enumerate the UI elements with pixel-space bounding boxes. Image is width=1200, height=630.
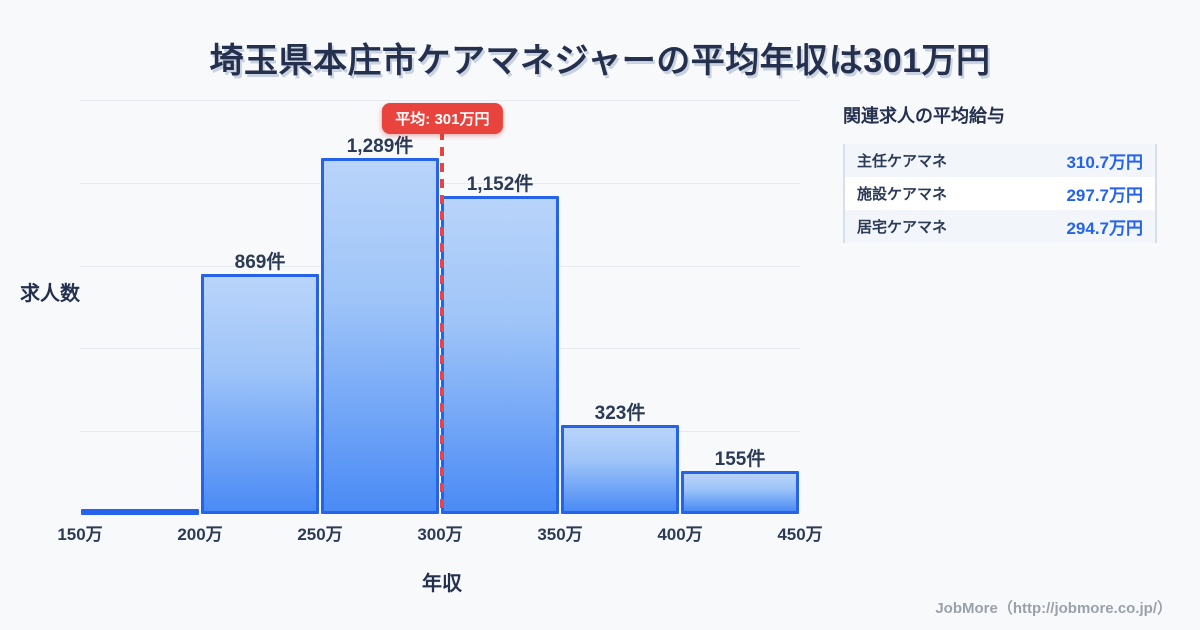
gridline [80,182,800,184]
gridline [80,100,800,101]
bar-count-label: 1,289件 [346,136,414,157]
x-tick-450万: 450万 [777,525,823,544]
bar-150万-200万 [81,509,199,515]
average-line [440,131,445,514]
page-title: 埼玉県本庄市ケアマネジャーの平均年収は301万円 [209,42,991,80]
related-job-row: 主任ケアマネ 310.7万円 [845,144,1155,177]
x-tick-300万: 300万 [417,525,463,544]
related-job-value: 310.7万円 [1066,153,1143,172]
related-job-label: 主任ケアマネ [857,153,948,170]
related-job-value: 297.7万円 [1066,186,1143,205]
bar-count-label: 155件 [714,449,766,470]
x-tick-150万: 150万 [57,525,103,544]
bar-350万-400万 [561,425,679,514]
bar-count-label: 1,152件 [466,174,534,195]
related-job-value: 294.7万円 [1066,219,1143,238]
related-jobs-table: 主任ケアマネ 310.7万円施設ケアマネ 297.7万円居宅ケアマネ 294.7万円 [843,144,1157,243]
bar-count-label: 323件 [594,403,646,424]
x-tick-400万: 400万 [657,525,703,544]
x-tick-350万: 350万 [537,525,583,544]
related-job-row: 居宅ケアマネ 294.7万円 [845,210,1155,243]
gridline [80,348,800,350]
bar-250万-300万 [321,158,439,514]
bar-200万-250万 [201,274,319,514]
related-job-row: 施設ケアマネ 297.7万円 [845,177,1155,210]
footer-credit: JobMore（http://jobmore.co.jp/） [935,600,1172,617]
related-job-label: 施設ケアマネ [857,186,948,203]
y-axis-label: 求人数 [20,283,80,305]
bar-300万-350万 [441,196,559,514]
x-tick-200万: 200万 [177,525,223,544]
related-job-label: 居宅ケアマネ [857,219,948,236]
gridline [80,431,800,433]
bar-count-label: 869件 [234,252,286,273]
x-axis-label: 年収 [422,573,462,595]
gridline [80,265,800,267]
x-tick-250万: 250万 [297,525,343,544]
bar-400万-450万 [681,471,799,514]
average-badge: 平均: 301万円 [382,103,503,134]
related-jobs-heading: 関連求人の平均給与 [843,106,1005,126]
